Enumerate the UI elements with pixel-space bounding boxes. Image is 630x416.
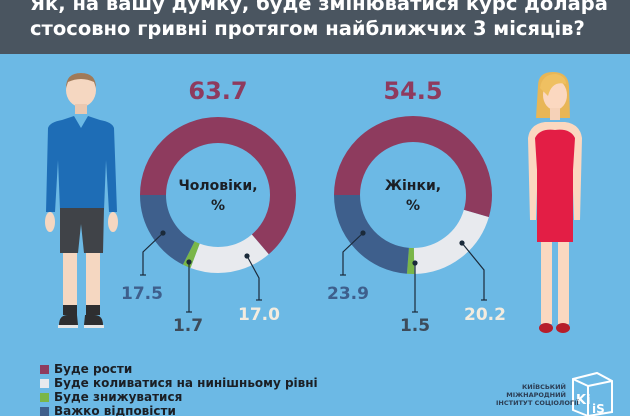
legend-item-hard: Важко відповісти: [54, 404, 176, 416]
chart-legend: Буде рости Буде коливатися на нинішньому…: [54, 362, 318, 416]
svg-text:Ki: Ki: [576, 393, 591, 408]
women-donut-chart: [334, 116, 492, 274]
legend-item-fall: Буде знижуватися: [54, 390, 183, 404]
legend-item-stay: Буде коливатися на нинішньому рівні: [54, 376, 318, 390]
women-grow-value: 54.5: [383, 77, 443, 105]
men-hard-value: 17.5: [121, 284, 163, 304]
men-center-label: Чоловіки, %: [178, 176, 257, 216]
men-leader-lines: [140, 230, 262, 313]
svg-text:iS: iS: [592, 402, 605, 416]
men-fall-value: 1.7: [172, 316, 204, 336]
women-center-label: Жінки, %: [385, 176, 441, 216]
women-center-label-title: Жінки,: [384, 178, 442, 194]
women-hard-value: 23.9: [327, 284, 369, 304]
women-slice-fall: [334, 116, 492, 274]
legend-swatch-stay: [40, 379, 49, 388]
men-grow-value: 63.7: [188, 77, 248, 105]
question-line-2: стосовно гривні протягом найближчих 3 мі…: [30, 17, 585, 40]
men-donut-chart: [140, 117, 296, 273]
kiis-logo-icon: Ki iS: [572, 371, 613, 416]
men-slice-stay: [140, 117, 296, 273]
kiis-logo-text: КИЇВСЬКИЙ МІЖНАРОДНИЙ ІНСТИТУТ СОЦІОЛОГІ…: [496, 383, 579, 407]
legend-swatch-grow: [40, 365, 49, 374]
men-center-label-unit: %: [210, 198, 226, 214]
women-slice-hard: [334, 116, 492, 274]
question-line-1: Як, на вашу думку, буде змінюватися курс…: [30, 0, 608, 15]
women-stay-value: 20.2: [464, 305, 506, 325]
women-center-label-unit: %: [405, 198, 421, 214]
men-slice-hard: [140, 117, 296, 273]
legend-item-grow: Буде рости: [54, 362, 133, 376]
women-leader-lines: [340, 230, 487, 313]
women-fall-value: 1.5: [399, 316, 431, 336]
legend-swatch-fall: [40, 393, 49, 402]
woman-figure-icon: [528, 72, 582, 333]
men-center-label-title: Чоловіки,: [178, 178, 258, 194]
man-figure-icon: [45, 73, 118, 328]
legend-swatch-hard: [40, 407, 49, 416]
men-stay-value: 17.0: [238, 305, 280, 325]
question-header: Як, на вашу думку, буде змінюватися курс…: [0, 0, 630, 54]
